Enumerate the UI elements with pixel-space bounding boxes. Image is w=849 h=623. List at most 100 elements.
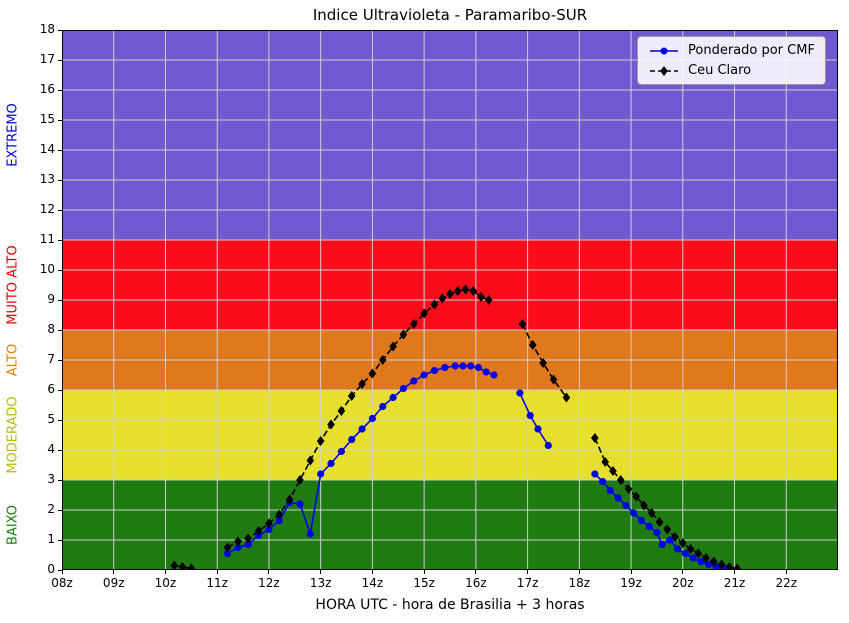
circle-marker (681, 549, 689, 558)
x-tick-mark (216, 570, 218, 574)
y-tick-mark (58, 59, 62, 61)
y-tick-mark (58, 419, 62, 421)
y-tick-mark (58, 299, 62, 301)
legend-item-ponderado-cmf: Ponderado por CMF (648, 43, 815, 58)
circle-marker (265, 525, 273, 534)
circle-marker (306, 530, 314, 538)
diamond-marker (358, 379, 366, 389)
y-tick-label: 5 (47, 412, 55, 426)
x-tick-mark (268, 570, 270, 574)
y-tick-label: 12 (39, 202, 55, 216)
circle-marker (441, 363, 449, 372)
x-tick-mark (320, 570, 322, 574)
y-tick-mark (58, 389, 62, 391)
x-tick-mark (423, 570, 425, 574)
x-axis-label: HORA UTC - hora de Brasilia + 3 horas (315, 597, 585, 613)
band-baixo (62, 480, 838, 570)
x-tick-mark (164, 570, 166, 574)
circle-marker (614, 494, 622, 502)
y-tick-mark (58, 119, 62, 121)
diamond-marker (347, 391, 356, 401)
circle-marker (591, 470, 599, 478)
circle-marker (348, 435, 356, 444)
diamond-marker (725, 562, 734, 570)
y-tick-label: 14 (39, 142, 55, 156)
x-tick-mark (630, 570, 632, 574)
x-tick-label: 09z (102, 576, 125, 590)
diamond-marker (733, 563, 741, 570)
circle-marker (275, 516, 283, 525)
diamond-marker (539, 358, 547, 368)
circle-marker (244, 540, 252, 549)
black-diamond-dashed-line-icon (648, 64, 680, 78)
circle-marker (658, 540, 666, 549)
y-tick-mark (58, 509, 62, 511)
circle-marker (337, 447, 345, 456)
circle-marker (399, 384, 408, 393)
diamond-marker (660, 65, 668, 76)
diamond-marker (389, 341, 397, 352)
diamond-marker (528, 340, 537, 350)
diamond-marker (671, 532, 679, 542)
x-tick-label: 22z (775, 576, 798, 590)
x-tick-label: 11z (206, 576, 228, 590)
plot-area (62, 30, 838, 570)
diamond-marker (327, 419, 335, 430)
circle-marker (630, 509, 638, 517)
series-ponderado-por-cmf (223, 362, 728, 570)
diamond-marker (518, 319, 527, 329)
diamond-marker (640, 500, 648, 511)
x-tick-label: 15z (413, 576, 435, 590)
diamond-marker (244, 533, 253, 544)
circle-marker (666, 536, 674, 544)
y-tick-mark (58, 209, 62, 211)
circle-marker (534, 425, 542, 433)
circle-marker (467, 362, 475, 370)
circle-marker (451, 362, 459, 370)
y-tick-mark (58, 179, 62, 181)
band-label-alto: ALTO (5, 343, 21, 377)
diamond-marker (378, 355, 387, 365)
legend-key-glyph (650, 47, 678, 54)
y-tick-label: 4 (47, 442, 55, 456)
diamond-marker (632, 491, 641, 502)
diamond-marker (275, 509, 284, 520)
diamond-marker (223, 542, 232, 553)
chart-title: Indice Ultravioleta - Paramaribo-SUR (312, 6, 588, 24)
circle-marker (705, 561, 713, 569)
y-tick-mark (58, 479, 62, 481)
circle-marker (379, 402, 387, 411)
diamond-marker (430, 299, 439, 310)
diamond-marker (469, 286, 478, 296)
diamond-marker (485, 295, 493, 305)
y-tick-label: 7 (47, 352, 55, 366)
band-muito-alto (62, 240, 838, 330)
diamond-marker (624, 484, 633, 494)
circle-marker (606, 486, 614, 495)
band-label-muito-alto: MUITO ALTO (5, 245, 21, 325)
x-tick-label: 14z (361, 576, 384, 590)
legend-label-ceu-claro: Ceu Claro (688, 63, 752, 78)
circle-marker (317, 470, 325, 478)
diamond-marker (187, 563, 196, 570)
blue-circle-line-icon (648, 44, 680, 58)
band-label-moderado: MODERADO (5, 396, 21, 474)
y-tick-label: 18 (39, 22, 55, 36)
x-tick-mark (61, 570, 63, 574)
diamond-marker (601, 457, 609, 467)
x-tick-mark (527, 570, 529, 574)
x-tick-label: 18z (568, 576, 591, 590)
diamond-marker (717, 559, 726, 570)
circle-marker (637, 516, 646, 525)
circle-marker (544, 441, 552, 450)
circle-marker (368, 414, 376, 423)
diamond-marker (438, 293, 447, 304)
circle-marker (697, 558, 705, 566)
y-tick-label: 8 (47, 322, 55, 336)
diamond-marker (702, 553, 710, 563)
band-label-baixo: BAIXO (5, 505, 21, 545)
circle-marker (490, 371, 498, 379)
diamond-marker (316, 436, 325, 446)
x-tick-label: 13z (309, 576, 332, 590)
y-tick-label: 2 (47, 502, 55, 516)
